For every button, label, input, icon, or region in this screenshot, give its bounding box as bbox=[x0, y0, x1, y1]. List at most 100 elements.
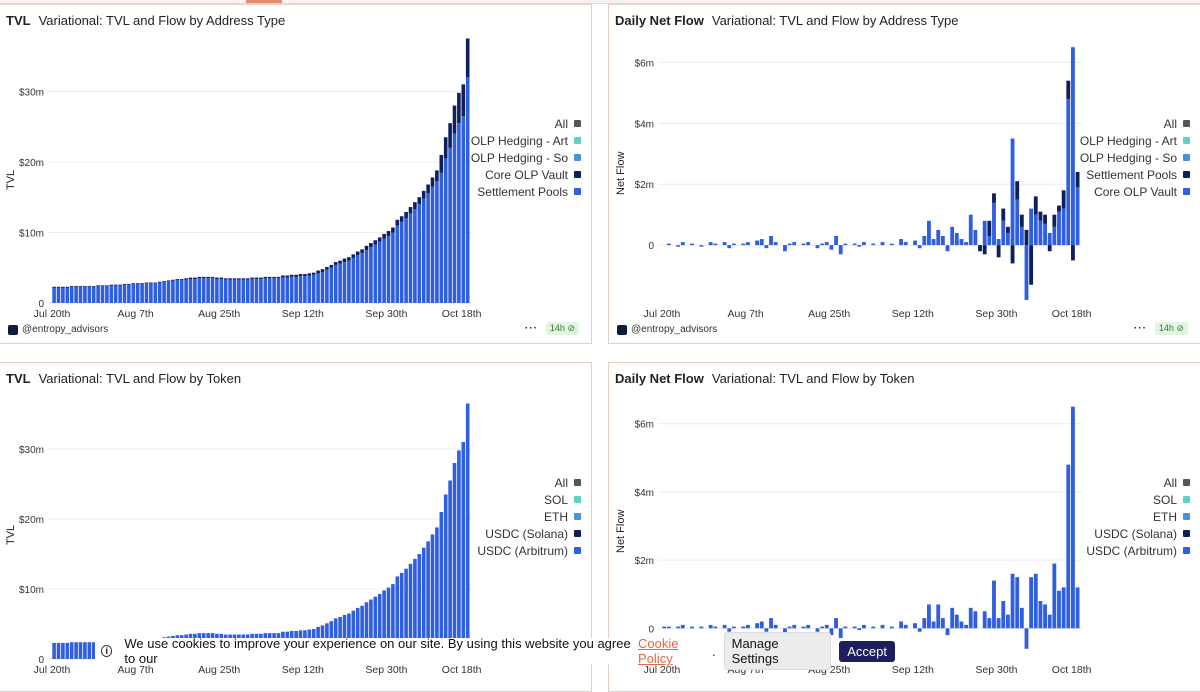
bar bbox=[351, 610, 356, 659]
bar bbox=[56, 642, 61, 659]
bar bbox=[417, 204, 422, 303]
bar bbox=[364, 250, 369, 303]
bar bbox=[100, 285, 105, 287]
bar bbox=[109, 285, 114, 303]
panel-subtitle: Variational: TVL and Flow by Address Typ… bbox=[38, 13, 286, 28]
bar bbox=[982, 611, 987, 629]
legend-item[interactable]: USDC (Arbitrum) bbox=[1060, 542, 1190, 559]
more-options-icon[interactable]: ··· bbox=[1133, 323, 1147, 334]
legend-item[interactable]: OLP Hedging - Art bbox=[451, 132, 581, 149]
bar bbox=[386, 236, 391, 303]
bar bbox=[263, 278, 268, 303]
panel-title: Daily Net Flow Variational: TVL and Flow … bbox=[615, 13, 959, 28]
bar bbox=[329, 264, 334, 268]
bar bbox=[135, 283, 140, 303]
bar bbox=[65, 286, 70, 288]
more-options-icon[interactable]: ··· bbox=[524, 323, 538, 334]
legend-item[interactable]: SOL bbox=[451, 491, 581, 508]
legend-item[interactable]: All bbox=[1060, 474, 1190, 491]
bar bbox=[281, 277, 285, 303]
bar bbox=[713, 243, 718, 246]
legend-label: USDC (Arbitrum) bbox=[1086, 543, 1177, 558]
bar bbox=[680, 242, 685, 246]
bar bbox=[727, 245, 732, 249]
bar bbox=[360, 249, 364, 253]
bar bbox=[149, 282, 153, 284]
legend-item[interactable]: Core OLP Vault bbox=[1060, 183, 1190, 200]
bar bbox=[122, 283, 127, 285]
legend-item[interactable]: Core OLP Vault bbox=[451, 166, 581, 183]
bar bbox=[369, 243, 373, 248]
bar bbox=[448, 123, 452, 148]
bar bbox=[1010, 138, 1015, 246]
legend-item[interactable]: All bbox=[1060, 115, 1190, 132]
cookie-text: We use cookies to improve your experienc… bbox=[124, 636, 631, 666]
legend-label: Settlement Pools bbox=[477, 184, 568, 199]
bar bbox=[713, 626, 718, 629]
legend-item[interactable]: USDC (Solana) bbox=[451, 525, 581, 542]
legend-item[interactable]: OLP Hedging - Art bbox=[1060, 132, 1190, 149]
cookie-policy-link[interactable]: Cookie Policy bbox=[638, 636, 679, 666]
legend-item[interactable]: SOL bbox=[1060, 491, 1190, 508]
legend-item[interactable]: All bbox=[451, 474, 581, 491]
y-axis-label: Net Flow bbox=[615, 151, 627, 195]
panel-subtitle: Variational: TVL and Flow by Address Typ… bbox=[711, 13, 959, 28]
legend-label: All bbox=[554, 116, 568, 131]
bar bbox=[184, 278, 188, 280]
author-credit[interactable]: @entropy_advisors bbox=[8, 324, 108, 335]
legend-item[interactable]: ETH bbox=[1060, 508, 1190, 525]
bar bbox=[105, 285, 109, 287]
x-tick-label: Jul 20th bbox=[644, 664, 681, 676]
bar bbox=[127, 284, 131, 303]
y-tick-label: 0 bbox=[38, 655, 44, 666]
bar bbox=[987, 618, 992, 629]
bar bbox=[461, 84, 466, 117]
author-logo-icon bbox=[8, 324, 18, 335]
bar bbox=[680, 624, 685, 629]
legend-item[interactable]: USDC (Solana) bbox=[1060, 525, 1190, 542]
bar bbox=[61, 287, 65, 303]
accept-button[interactable]: Accept bbox=[839, 640, 895, 662]
bar bbox=[1005, 232, 1010, 246]
legend-swatch bbox=[1183, 513, 1190, 520]
manage-settings-button[interactable]: Manage Settings bbox=[723, 632, 832, 670]
author-credit[interactable]: @entropy_advisors bbox=[617, 324, 717, 335]
bar bbox=[1005, 614, 1010, 629]
bar bbox=[1075, 187, 1080, 246]
refresh-age-badge[interactable]: 14h ⊘ bbox=[1154, 322, 1188, 335]
bar bbox=[201, 276, 206, 279]
legend-swatch bbox=[574, 154, 581, 161]
legend-item[interactable]: ETH bbox=[451, 508, 581, 525]
bar bbox=[135, 283, 140, 285]
bar bbox=[992, 193, 996, 203]
bar bbox=[936, 229, 941, 246]
legend-item[interactable]: Settlement Pools bbox=[451, 183, 581, 200]
bar bbox=[259, 279, 263, 303]
bar bbox=[320, 269, 325, 272]
x-tick-label: Oct 18th bbox=[442, 664, 482, 676]
legend-item[interactable]: USDC (Arbitrum) bbox=[451, 542, 581, 559]
bar bbox=[852, 243, 857, 246]
bar bbox=[399, 216, 404, 222]
bar bbox=[731, 626, 736, 629]
bar bbox=[435, 527, 439, 659]
refresh-age-badge[interactable]: 14h ⊘ bbox=[545, 322, 579, 335]
bar bbox=[78, 286, 83, 287]
bar bbox=[206, 278, 210, 303]
legend-item[interactable]: All bbox=[451, 115, 581, 132]
y-axis-label: TVL bbox=[5, 524, 17, 545]
bar bbox=[1061, 587, 1066, 629]
bar bbox=[65, 642, 70, 659]
bar bbox=[927, 220, 931, 246]
bar bbox=[940, 618, 945, 629]
legend-item[interactable]: Settlement Pools bbox=[1060, 166, 1190, 183]
bar bbox=[413, 209, 417, 303]
refresh-age-text: 14h bbox=[1158, 323, 1174, 333]
author-handle: @entropy_advisors bbox=[22, 324, 109, 335]
bar bbox=[360, 252, 364, 303]
legend-swatch bbox=[574, 137, 581, 144]
y-tick-label: $4m bbox=[635, 119, 654, 130]
legend-item[interactable]: OLP Hedging - So bbox=[1060, 149, 1190, 166]
legend-label: All bbox=[1163, 475, 1177, 490]
legend-item[interactable]: OLP Hedging - So bbox=[451, 149, 581, 166]
